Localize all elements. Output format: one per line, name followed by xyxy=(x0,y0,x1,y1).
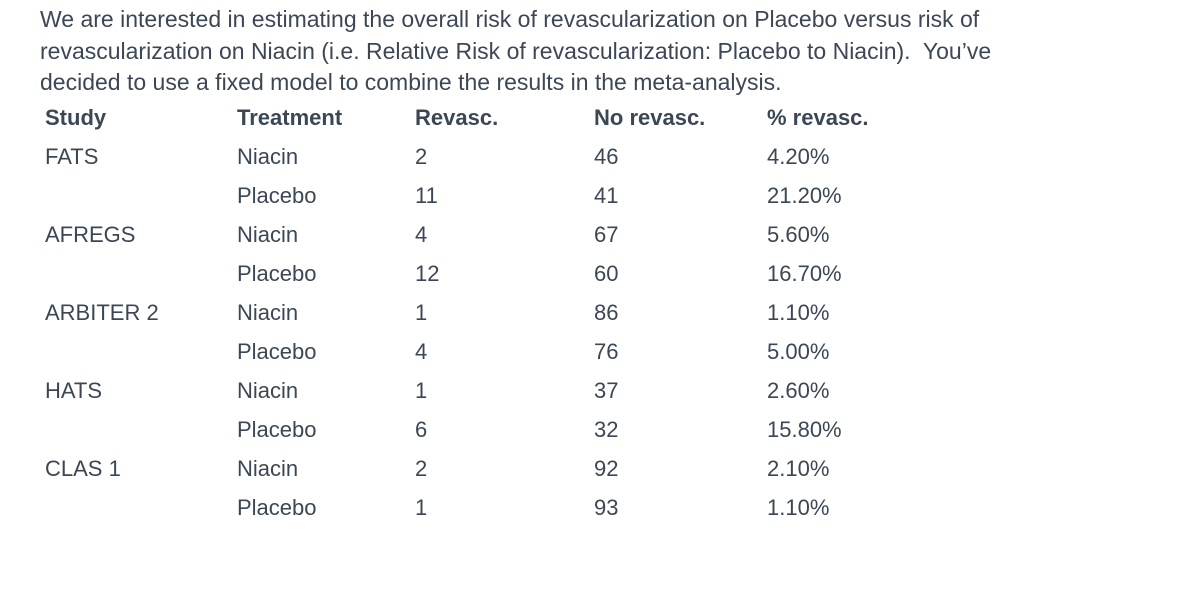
cell-pct_revasc: 21.20% xyxy=(767,183,842,208)
cell-pct_revasc: 16.70% xyxy=(767,261,842,286)
question-text: We are interested in estimating the over… xyxy=(40,6,992,95)
column-header-treatment: Treatment xyxy=(237,105,343,130)
cell-treatment: Niacin xyxy=(237,222,299,247)
column-header-revasc: Revasc. xyxy=(415,105,499,130)
cell-revasc: 4 xyxy=(415,222,428,247)
cell-treatment: Niacin xyxy=(237,456,299,481)
cell-revasc: 2 xyxy=(415,144,428,169)
cell-study xyxy=(45,333,237,372)
cell-no_revasc: 37 xyxy=(594,378,619,403)
cell-study xyxy=(45,489,237,528)
cell-pct_revasc: 5.00% xyxy=(767,339,830,364)
table-body: FATS Niacin 2 46 4.20% Placebo 11 41 21.20% AFREG… xyxy=(45,138,917,528)
cell-revasc: 1 xyxy=(415,378,428,403)
cell-study: CLAS 1 xyxy=(45,456,121,481)
cell-study: HATS xyxy=(45,378,103,403)
cell-treatment: Placebo xyxy=(237,261,317,286)
table-row: Placebo 12 60 16.70% xyxy=(45,255,917,294)
table-row: Placebo 1 93 1.10% xyxy=(45,489,917,528)
table-row: Placebo 4 76 5.00% xyxy=(45,333,917,372)
table-row: Placebo 6 32 15.80% xyxy=(45,411,917,450)
cell-revasc: 2 xyxy=(415,456,428,481)
table-row: ARBITER 2 Niacin 1 86 1.10% xyxy=(45,294,917,333)
cell-study: AFREGS xyxy=(45,222,136,247)
cell-treatment: Placebo xyxy=(237,183,317,208)
cell-study xyxy=(45,255,237,294)
table-row: CLAS 1 Niacin 2 92 2.10% xyxy=(45,450,917,489)
cell-pct_revasc: 1.10% xyxy=(767,495,830,520)
cell-no_revasc: 41 xyxy=(594,183,619,208)
cell-no_revasc: 67 xyxy=(594,222,619,247)
cell-pct_revasc: 5.60% xyxy=(767,222,830,247)
column-header-no_revasc: No revasc. xyxy=(594,105,706,130)
cell-treatment: Placebo xyxy=(237,339,317,364)
cell-no_revasc: 76 xyxy=(594,339,619,364)
cell-no_revasc: 93 xyxy=(594,495,619,520)
cell-revasc: 11 xyxy=(415,183,438,208)
table-row: FATS Niacin 2 46 4.20% xyxy=(45,138,917,177)
cell-treatment: Placebo xyxy=(237,495,317,520)
cell-study xyxy=(45,177,237,216)
cell-pct_revasc: 15.80% xyxy=(767,417,842,442)
cell-no_revasc: 46 xyxy=(594,144,619,169)
cell-revasc: 1 xyxy=(415,300,428,325)
cell-pct_revasc: 4.20% xyxy=(767,144,830,169)
cell-revasc: 1 xyxy=(415,495,428,520)
cell-treatment: Niacin xyxy=(237,144,299,169)
cell-no_revasc: 86 xyxy=(594,300,619,325)
table-row: AFREGS Niacin 4 67 5.60% xyxy=(45,216,917,255)
cell-pct_revasc: 1.10% xyxy=(767,300,830,325)
table-row: Placebo 11 41 21.20% xyxy=(45,177,917,216)
meta-analysis-table: Study Treatment Revasc. No revasc. % revasc.… xyxy=(45,99,917,528)
cell-revasc: 6 xyxy=(415,417,428,442)
cell-study xyxy=(45,411,237,450)
cell-pct_revasc: 2.60% xyxy=(767,378,830,403)
cell-treatment: Niacin xyxy=(237,300,299,325)
cell-revasc: 4 xyxy=(415,339,428,364)
cell-no_revasc: 92 xyxy=(594,456,619,481)
column-header-study: Study xyxy=(45,105,107,130)
table-row: HATS Niacin 1 37 2.60% xyxy=(45,372,917,411)
cell-revasc: 12 xyxy=(415,261,440,286)
cell-no_revasc: 60 xyxy=(594,261,619,286)
table-header-row: Study Treatment Revasc. No revasc. % revasc. xyxy=(45,99,917,138)
cell-study: ARBITER 2 xyxy=(45,300,159,325)
cell-pct_revasc: 2.10% xyxy=(767,456,830,481)
cell-study: FATS xyxy=(45,144,99,169)
cell-treatment: Placebo xyxy=(237,417,317,442)
cell-no_revasc: 32 xyxy=(594,417,619,442)
column-header-pct_revasc: % revasc. xyxy=(767,105,869,130)
cell-treatment: Niacin xyxy=(237,378,299,403)
